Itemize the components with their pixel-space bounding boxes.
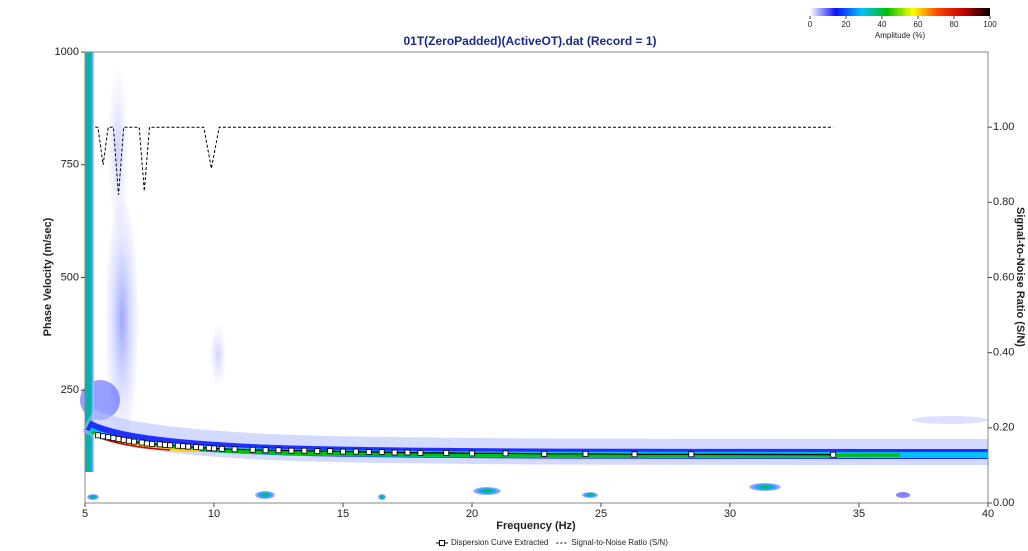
- curve-point: [632, 452, 637, 457]
- curve-point: [328, 449, 333, 454]
- y-tick-label: 250: [61, 384, 79, 396]
- legend-entry: Signal-to-Noise Ratio (S/N): [556, 538, 668, 547]
- curve-point: [181, 444, 186, 449]
- curve-point: [263, 448, 268, 453]
- x-axis-label: Frequency (Hz): [496, 520, 576, 532]
- curve-point: [315, 449, 320, 454]
- y2-tick-label: 1.00: [993, 121, 1014, 133]
- colorbar-tick-label: 0: [808, 20, 813, 29]
- curve-point: [175, 443, 180, 448]
- legend-label: Signal-to-Noise Ratio (S/N): [571, 538, 668, 547]
- curve-point: [831, 452, 836, 457]
- y2-tick-label: 0.00: [993, 497, 1014, 509]
- curve-point: [289, 448, 294, 453]
- curve-point: [144, 441, 149, 446]
- curve-point: [689, 452, 694, 457]
- x-tick-label: 35: [853, 508, 865, 520]
- curve-point: [583, 451, 588, 456]
- legend-marker: [440, 541, 445, 546]
- curve-point: [206, 445, 211, 450]
- curve-point: [366, 450, 371, 455]
- curve-point: [219, 446, 224, 451]
- curve-point: [276, 448, 281, 453]
- x-tick-label: 30: [724, 508, 736, 520]
- curve-point: [193, 445, 198, 450]
- chart-title: 01T(ZeroPadded)(ActiveOT).dat (Record = …: [403, 34, 656, 48]
- curve-point: [302, 448, 307, 453]
- colorbar: [810, 8, 990, 16]
- curve-point: [353, 449, 358, 454]
- curve-point: [106, 435, 111, 440]
- y-tick-label: 500: [61, 271, 79, 283]
- legend-label: Dispersion Curve Extracted: [451, 538, 548, 547]
- curve-point: [232, 447, 237, 452]
- y-tick-label: 1000: [55, 46, 79, 58]
- curve-point: [157, 442, 162, 447]
- curve-point: [392, 450, 397, 455]
- curve-point: [95, 433, 100, 438]
- curve-point: [168, 443, 173, 448]
- colorbar-tick-label: 20: [842, 20, 851, 29]
- y2-axis-label: Signal-to-Noise Ratio (S/N): [1014, 207, 1026, 347]
- curve-point: [199, 445, 204, 450]
- x-tick-label: 15: [337, 508, 349, 520]
- x-tick-label: 40: [982, 508, 994, 520]
- snr-line: [95, 127, 833, 195]
- colorbar-tick-label: 100: [983, 20, 997, 29]
- x-tick-label: 5: [82, 508, 88, 520]
- y-axis-label: Phase Velocity (m/sec): [42, 217, 54, 336]
- colorbar-tick-label: 80: [950, 20, 959, 29]
- y2-tick-label: 0.40: [993, 347, 1014, 359]
- y2-tick-label: 0.80: [993, 196, 1014, 208]
- colorbar-tick-label: 60: [914, 20, 923, 29]
- curve-point: [162, 442, 167, 447]
- y-tick-label: 750: [61, 159, 79, 171]
- curve-point: [405, 450, 410, 455]
- x-tick-label: 10: [208, 508, 220, 520]
- curve-point: [470, 451, 475, 456]
- amplitude-image: [80, 52, 988, 500]
- colorbar-tick-label: 40: [878, 20, 887, 29]
- curve-point: [418, 450, 423, 455]
- x-tick-label: 25: [595, 508, 607, 520]
- curve-point: [186, 444, 191, 449]
- curve-point: [132, 439, 137, 444]
- curve-point: [379, 450, 384, 455]
- chart: 01T(ZeroPadded)(ActiveOT).dat (Record = …: [0, 0, 1028, 551]
- curve-point: [542, 451, 547, 456]
- curve-point: [503, 451, 508, 456]
- x-tick-label: 20: [466, 508, 478, 520]
- curve-point: [150, 441, 155, 446]
- curve-point: [212, 446, 217, 451]
- curve-point: [250, 447, 255, 452]
- curve-point: [126, 438, 131, 443]
- curve-point: [121, 437, 126, 442]
- curve-point: [139, 440, 144, 445]
- curve-point: [101, 434, 106, 439]
- curve-point: [111, 436, 116, 441]
- curve-point: [116, 436, 121, 441]
- y2-tick-label: 0.60: [993, 271, 1014, 283]
- curve-point: [444, 450, 449, 455]
- legend-entry: Dispersion Curve Extracted: [436, 538, 548, 547]
- curve-point: [341, 449, 346, 454]
- y2-tick-label: 0.20: [993, 422, 1014, 434]
- colorbar-label: Amplitude (%): [875, 31, 926, 40]
